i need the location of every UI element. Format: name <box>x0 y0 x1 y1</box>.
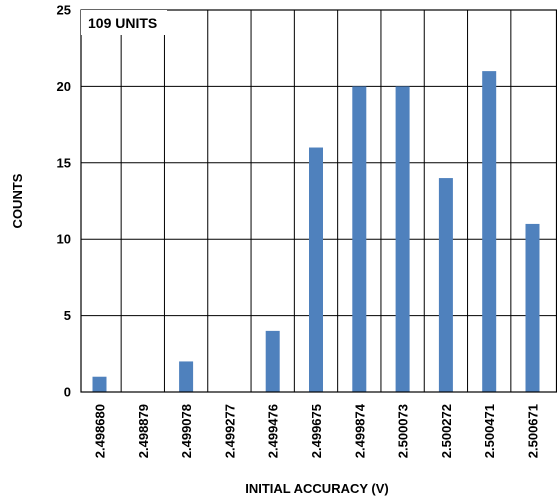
x-tick-label: 2.499476 <box>266 404 281 458</box>
y-tick-label: 25 <box>57 3 71 18</box>
x-tick-label: 2.500073 <box>396 404 411 458</box>
bar <box>438 178 453 392</box>
x-tick-label: 2.500272 <box>439 404 454 458</box>
x-tick-label: 2.498879 <box>136 404 151 458</box>
bar <box>352 86 367 393</box>
bar <box>179 361 194 392</box>
bar <box>309 147 323 392</box>
y-tick-label: 20 <box>57 79 71 94</box>
y-tick-label: 0 <box>64 385 71 400</box>
bars <box>92 71 540 393</box>
annotation-box <box>81 10 167 35</box>
x-tick-label: 2.500671 <box>526 404 541 458</box>
bar <box>395 86 410 393</box>
y-tick-label: 5 <box>64 308 71 323</box>
x-tick-label: 2.499874 <box>352 403 367 458</box>
bar <box>92 376 107 392</box>
y-tick-label: 10 <box>57 232 71 247</box>
y-tick-label: 15 <box>57 155 71 170</box>
x-tick-label: 2.499675 <box>309 404 324 458</box>
x-axis-title: INITIAL ACCURACY (V) <box>245 481 388 496</box>
x-tick-label: 2.499277 <box>222 404 237 458</box>
x-tick-label: 2.499078 <box>179 404 194 458</box>
bar <box>265 330 280 392</box>
y-axis-title: COUNTS <box>10 173 25 228</box>
units-annotation: 109 UNITS <box>88 15 157 31</box>
bar <box>525 223 540 392</box>
vertical-gridlines <box>120 10 512 392</box>
x-tick-label: 2.500471 <box>482 404 497 458</box>
y-tick-labels: 0 5 10 15 20 25 <box>57 3 71 400</box>
x-tick-label: 2.498680 <box>93 404 108 458</box>
bar <box>482 71 497 393</box>
x-tick-labels: 2.498680 2.498879 2.499078 2.499277 2.499476… <box>93 403 541 458</box>
